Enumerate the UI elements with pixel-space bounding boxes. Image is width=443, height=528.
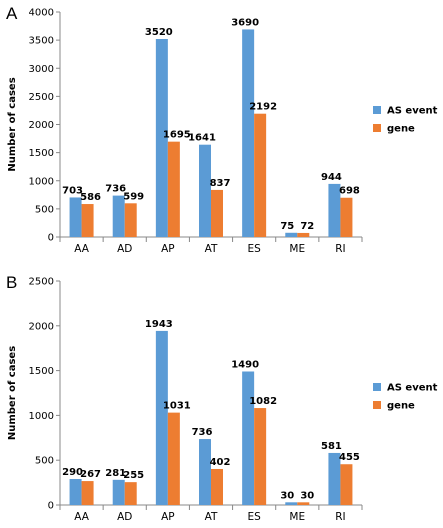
data-label: 281 <box>105 468 126 479</box>
bar-gene <box>211 189 223 237</box>
data-label: 586 <box>80 192 101 203</box>
data-label: 75 <box>280 221 294 232</box>
y-axis-title: Number of cases <box>7 346 18 440</box>
data-label: 255 <box>123 470 144 481</box>
bar-gene <box>167 141 180 237</box>
x-tick-label: AA <box>74 243 89 255</box>
panel-label: B <box>6 273 17 292</box>
legend-label: gene <box>387 124 415 135</box>
y-tick-label: 2000 <box>29 120 54 131</box>
data-label: 1082 <box>249 396 277 407</box>
data-label: 581 <box>321 441 342 452</box>
y-tick-label: 3500 <box>29 36 54 47</box>
legend-swatch <box>373 106 381 114</box>
data-label: 599 <box>123 191 144 202</box>
y-tick-label: 2500 <box>29 92 54 103</box>
y-tick-label: 2500 <box>29 277 54 288</box>
y-tick-label: 500 <box>35 204 54 215</box>
y-tick-label: 2000 <box>29 321 54 332</box>
data-label: 837 <box>210 178 231 189</box>
bar-as-event <box>242 371 255 505</box>
data-label: 1641 <box>188 133 216 144</box>
bar-as-event <box>199 144 211 237</box>
bar-gene <box>254 113 267 237</box>
bar-gene <box>340 197 353 237</box>
bar-gene <box>81 481 94 505</box>
data-label: 1031 <box>163 401 191 412</box>
data-label: 30 <box>280 490 294 501</box>
data-label: 30 <box>300 490 314 501</box>
x-tick-label: ES <box>247 511 261 523</box>
data-label: 944 <box>321 172 342 183</box>
legend-swatch <box>373 124 381 132</box>
bar-gene <box>297 232 310 237</box>
data-label: 72 <box>300 221 314 232</box>
x-tick-label: AT <box>205 511 218 523</box>
bar-as-event <box>69 197 82 237</box>
bar-gene <box>124 203 137 237</box>
bar-gene <box>167 412 180 505</box>
data-label: 455 <box>339 452 360 463</box>
y-tick-label: 1000 <box>29 411 54 422</box>
bar-gene <box>297 502 310 505</box>
y-tick-label: 1000 <box>29 176 54 187</box>
data-label: 402 <box>210 457 231 468</box>
x-tick-label: AT <box>205 243 218 255</box>
x-tick-label: RI <box>335 511 345 523</box>
data-label: 736 <box>192 427 213 438</box>
bar-gene <box>81 204 94 237</box>
legend-label: AS event <box>387 383 438 394</box>
data-label: 3520 <box>145 27 173 38</box>
bar-as-event <box>112 479 125 505</box>
bar-gene <box>124 482 137 505</box>
x-tick-label: ME <box>289 243 305 255</box>
bar-as-event <box>69 479 82 505</box>
bar-as-event <box>328 452 341 505</box>
data-label: 1490 <box>231 359 259 370</box>
legend-label: gene <box>387 401 415 412</box>
y-tick-label: 500 <box>35 456 54 467</box>
y-tick-label: 1500 <box>29 148 54 159</box>
bar-as-event <box>112 195 125 237</box>
x-tick-label: AD <box>117 511 132 523</box>
x-tick-label: ME <box>289 511 305 523</box>
data-label: 1695 <box>163 130 191 141</box>
x-tick-label: ES <box>247 243 261 255</box>
x-tick-label: RI <box>335 243 345 255</box>
y-axis-title: Number of cases <box>7 77 18 171</box>
legend-label: AS event <box>387 106 438 117</box>
bar-as-event <box>199 439 211 505</box>
bar-gene <box>340 464 353 505</box>
data-label: 3690 <box>231 17 259 28</box>
panel-label: A <box>6 4 18 23</box>
y-tick-label: 3000 <box>29 64 54 75</box>
bar-as-event <box>155 39 168 237</box>
y-tick-label: 0 <box>48 233 54 244</box>
legend-swatch <box>373 383 381 391</box>
bar-as-event <box>285 232 298 237</box>
bar-gene <box>254 408 267 505</box>
bar-as-event <box>155 330 168 505</box>
bar-as-event <box>328 183 341 237</box>
data-label: 290 <box>62 467 83 478</box>
x-tick-label: AA <box>74 511 89 523</box>
y-tick-label: 0 <box>48 501 54 512</box>
legend-swatch <box>373 401 381 409</box>
y-tick-label: 1500 <box>29 366 54 377</box>
data-label: 698 <box>339 186 360 197</box>
data-label: 703 <box>62 185 83 196</box>
x-tick-label: AP <box>161 511 175 523</box>
data-label: 1943 <box>145 319 173 330</box>
y-tick-label: 4000 <box>29 8 54 19</box>
bar-as-event <box>285 502 298 505</box>
x-tick-label: AD <box>117 243 132 255</box>
x-tick-label: AP <box>161 243 175 255</box>
bar-gene <box>211 468 223 505</box>
bar-as-event <box>242 29 255 237</box>
data-label: 267 <box>80 469 101 480</box>
data-label: 2192 <box>249 102 277 113</box>
data-label: 736 <box>105 184 126 195</box>
